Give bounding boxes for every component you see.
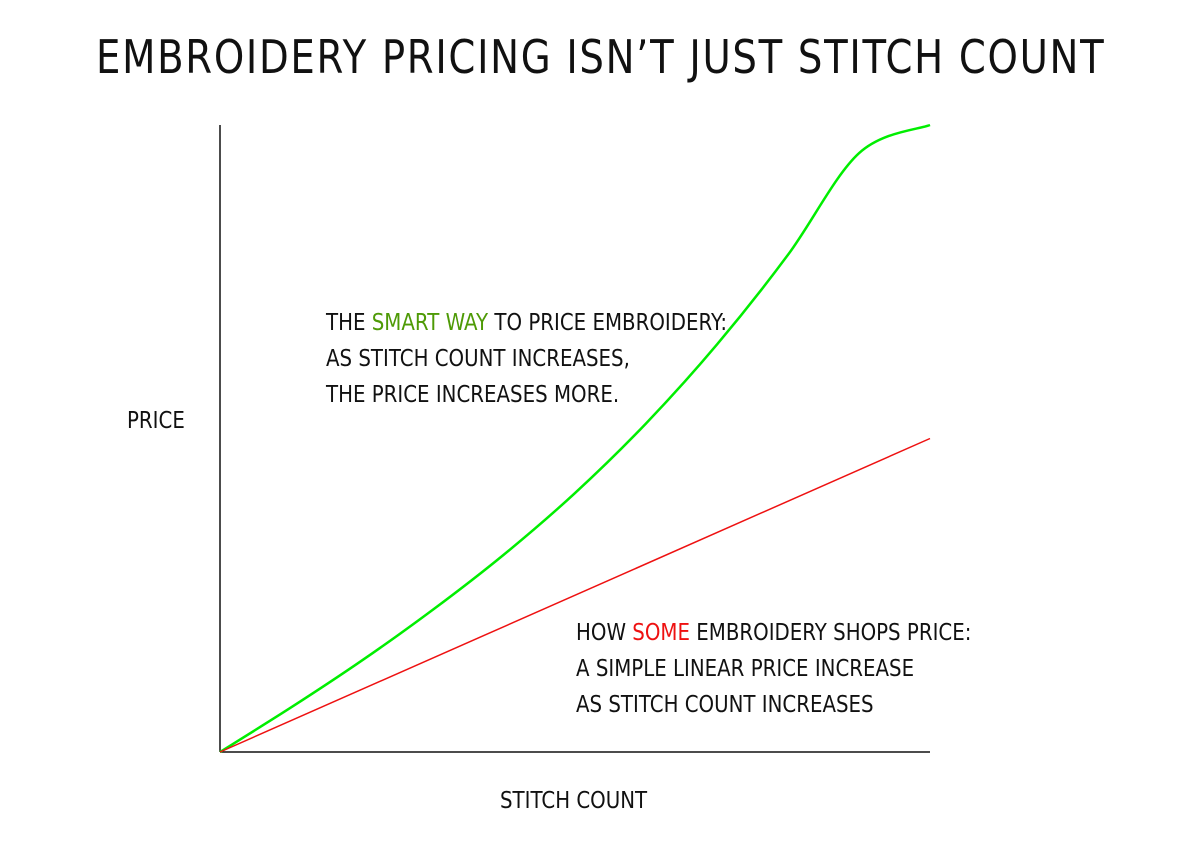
smart-way-annotation: THE SMART WAY TO PRICE EMBROIDERY: AS ST… [326,305,727,413]
linear-annotation-prefix: HOW [576,620,633,646]
linear-annotation-line-2: A SIMPLE LINEAR PRICE INCREASE [576,656,915,682]
smart-annotation-suffix: TO PRICE EMBROIDERY: [488,310,728,336]
linear-annotation-line-1: HOW SOME EMBROIDERY SHOPS PRICE: [576,615,971,651]
series-line-smart [219,123,931,754]
chart-series-group [219,123,931,754]
smart-way-highlight: SMART WAY [371,310,489,336]
smart-annotation-line-2: AS STITCH COUNT INCREASES, [326,346,630,372]
smart-annotation-prefix: THE [326,310,372,336]
chart-title: EMBROIDERY PRICING ISN’T JUST STITCH COU… [96,30,1106,84]
y-axis-label: PRICE [127,408,185,434]
smart-annotation-line-1: THE SMART WAY TO PRICE EMBROIDERY: [326,305,727,341]
series-line-linear [219,437,931,753]
linear-annotation-suffix: EMBROIDERY SHOPS PRICE: [689,620,972,646]
chart-axes [219,125,930,753]
smart-annotation-line-3: THE PRICE INCREASES MORE. [326,382,620,408]
some-highlight: SOME [632,620,690,646]
linear-pricing-annotation: HOW SOME EMBROIDERY SHOPS PRICE: A SIMPL… [576,615,971,723]
x-axis-label: STITCH COUNT [500,788,648,814]
linear-annotation-line-3: AS STITCH COUNT INCREASES [576,692,874,718]
